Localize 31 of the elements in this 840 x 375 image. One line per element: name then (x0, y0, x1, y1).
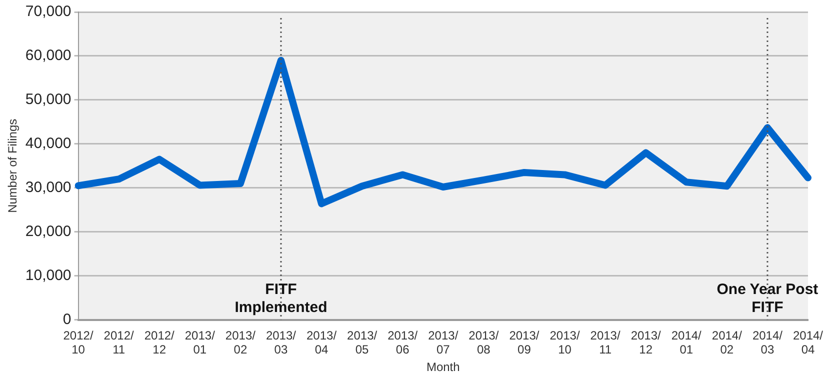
x-tick-label: 2013/09 (509, 328, 540, 357)
x-tick-label: 2013/10 (550, 328, 580, 357)
x-tick-label: 2013/05 (347, 328, 378, 357)
x-tick-label: 2013/12 (630, 328, 662, 357)
y-tick-label: 70,000 (25, 3, 72, 20)
x-tick-label: 2014/04 (792, 328, 824, 357)
x-tick-label: 2014/02 (712, 328, 743, 357)
x-tick-label: 2012/11 (104, 328, 134, 357)
x-tick-label: 2012/10 (63, 328, 94, 357)
x-tick-label: 2014/01 (671, 328, 702, 357)
x-tick-label: 2013/11 (590, 328, 621, 357)
y-tick-label: 30,000 (25, 179, 72, 196)
x-tick-label: 2012/12 (144, 328, 176, 357)
y-tick-label: 40,000 (25, 135, 72, 152)
y-tick-label: 50,000 (25, 91, 72, 108)
ref-line-label: FITF Implemented (234, 280, 328, 316)
y-tick-label: 20,000 (25, 223, 72, 240)
x-tick-label: 2013/06 (388, 328, 418, 357)
x-tick-label: 2013/03 (266, 328, 297, 357)
x-tick-label: 2014/03 (752, 328, 784, 357)
x-tick-label: 2013/08 (468, 328, 500, 357)
x-tick-label: 2013/04 (306, 328, 338, 357)
y-tick-label: 60,000 (25, 47, 72, 64)
x-tick-label: 2013/02 (225, 328, 256, 357)
y-axis-title: Number of Filings (6, 118, 20, 213)
y-tick-label: 0 (62, 310, 72, 328)
x-tick-label: 2013/01 (184, 328, 216, 357)
ref-line-label: One Year Post FITF (716, 280, 818, 316)
x-tick-label: 2013/07 (428, 328, 459, 357)
x-axis-title: Month (426, 360, 460, 374)
y-tick-label: 10,000 (25, 266, 72, 284)
